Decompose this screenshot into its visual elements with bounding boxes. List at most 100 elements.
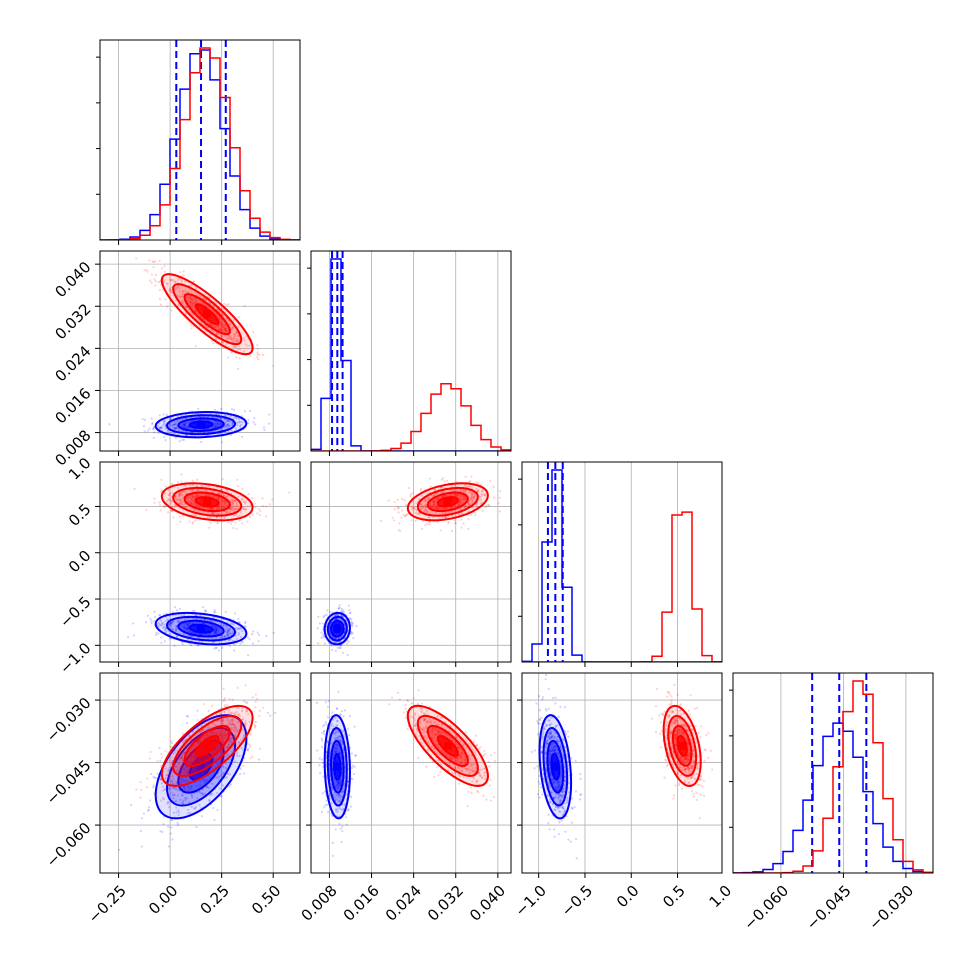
scatter-point	[213, 624, 216, 628]
scatter-point	[176, 415, 179, 418]
scatter-point	[195, 805, 198, 808]
scatter-point	[211, 339, 214, 343]
scatter-point	[193, 509, 196, 512]
scatter-point	[148, 757, 151, 760]
scatter-point	[217, 497, 221, 500]
scatter-point	[189, 301, 193, 304]
scatter-point	[455, 494, 458, 497]
scatter-point	[173, 606, 177, 609]
scatter-point	[242, 507, 245, 511]
scatter-point	[171, 278, 174, 282]
scatter-point	[243, 733, 246, 736]
scatter-point	[167, 845, 171, 848]
scatter-point	[467, 503, 471, 507]
scatter-point	[240, 511, 243, 514]
scatter-point	[156, 760, 159, 763]
scatter-point	[223, 699, 226, 702]
scatter-point	[262, 505, 265, 508]
scatter-point	[441, 495, 444, 498]
scatter-point	[243, 721, 247, 725]
scatter-point	[433, 501, 436, 504]
scatter-point	[156, 424, 159, 428]
scatter-point	[470, 493, 474, 496]
scatter-point	[236, 754, 239, 757]
scatter-point	[164, 424, 167, 427]
scatter-point	[174, 422, 177, 425]
scatter-point	[227, 303, 230, 306]
scatter-point	[257, 508, 261, 511]
scatter-point	[225, 420, 228, 423]
scatter-point	[339, 646, 342, 649]
scatter-point	[200, 815, 204, 818]
scatter-point	[190, 502, 193, 506]
scatter-point	[459, 507, 462, 510]
scatter-point	[455, 493, 458, 496]
scatter-point	[173, 644, 176, 647]
scatter-point	[432, 507, 435, 510]
scatter-point	[206, 779, 209, 782]
scatter-point	[212, 806, 215, 810]
scatter-point	[235, 332, 238, 335]
scatter-point	[159, 619, 162, 622]
scatter-point	[229, 323, 232, 326]
scatter-point	[228, 508, 232, 511]
scatter-point	[211, 637, 214, 640]
scatter-point	[412, 506, 416, 509]
scatter-point	[332, 636, 335, 639]
scatter-point	[202, 702, 206, 706]
scatter-point	[199, 295, 202, 298]
scatter-point	[174, 800, 178, 803]
scatter-point	[414, 519, 417, 523]
scatter-point	[444, 507, 447, 511]
scatter-point	[158, 259, 161, 263]
density-peak	[203, 497, 212, 506]
scatter-point	[423, 510, 426, 513]
scatter-point	[150, 620, 153, 623]
scatter-point	[181, 514, 185, 517]
scatter-point	[183, 625, 186, 628]
scatter-point	[194, 513, 198, 517]
scatter-point	[435, 507, 439, 510]
scatter-point	[218, 507, 221, 510]
scatter-point	[197, 739, 200, 743]
scatter-point	[185, 721, 189, 725]
scatter-point	[236, 334, 240, 337]
scatter-point	[201, 606, 205, 609]
scatter-point	[173, 427, 177, 430]
scatter-point	[239, 636, 243, 639]
scatter-point	[146, 429, 150, 432]
scatter-point	[161, 424, 164, 427]
scatter-point	[193, 807, 196, 810]
scatter-point	[229, 631, 232, 635]
scatter-point	[272, 631, 275, 635]
scatter-point	[165, 612, 168, 615]
scatter-point	[453, 494, 456, 497]
scatter-point	[189, 635, 192, 638]
scatter-point	[168, 766, 172, 769]
scatter-point	[415, 502, 418, 505]
scatter-point	[215, 507, 219, 510]
scatter-point	[175, 287, 179, 290]
scatter-point	[409, 493, 412, 496]
scatter-point	[468, 480, 471, 483]
scatter-point	[190, 794, 194, 797]
scatter-point	[238, 514, 241, 517]
scatter-point	[221, 325, 224, 329]
scatter-point	[224, 510, 227, 514]
scatter-point	[163, 640, 166, 643]
scatter-point	[454, 495, 457, 498]
scatter-point	[195, 489, 199, 492]
scatter-point	[192, 631, 195, 634]
scatter-point	[196, 311, 199, 314]
scatter-point	[433, 493, 436, 496]
scatter-point	[168, 637, 171, 640]
scatter-point	[415, 511, 418, 514]
scatter-point	[225, 495, 228, 499]
scatter-point	[211, 793, 214, 796]
scatter-point	[169, 290, 173, 294]
scatter-point	[338, 647, 341, 650]
scatter-point	[160, 636, 163, 639]
scatter-point	[200, 440, 203, 444]
scatter-point	[251, 513, 254, 516]
